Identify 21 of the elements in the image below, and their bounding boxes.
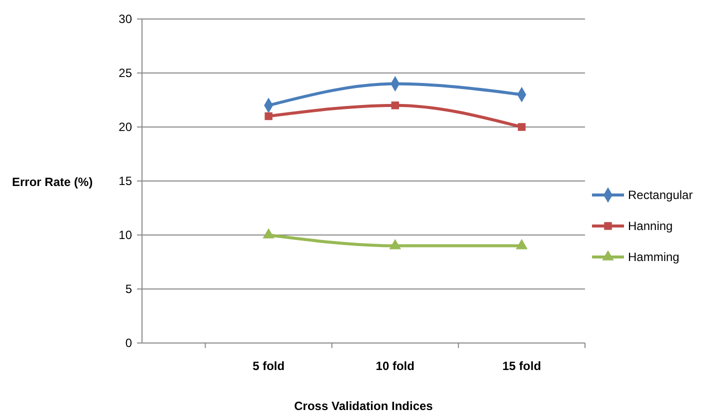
x-tick-label: 5 fold (252, 359, 285, 373)
legend-label: Hanning (628, 219, 673, 234)
y-axis-title: Error Rate (%) (12, 175, 93, 189)
y-tick-label: 15 (118, 174, 132, 188)
y-tick-label: 30 (118, 12, 132, 26)
y-tick-label: 0 (125, 336, 132, 350)
point (389, 239, 402, 250)
x-tick-label: 10 fold (376, 359, 414, 373)
point (516, 239, 528, 250)
y-tick-label: 5 (125, 282, 132, 296)
x-axis-title: Cross Validation Indices (294, 399, 434, 413)
point (264, 112, 272, 120)
y-tick-label: 20 (118, 120, 132, 134)
legend-label: Rectangular (628, 188, 693, 202)
legend-label: Hamming (628, 250, 680, 264)
y-tick-label: 10 (118, 228, 132, 242)
point (262, 228, 274, 238)
y-tick-label: 25 (118, 66, 132, 80)
point (518, 123, 526, 131)
x-tick-label: 15 fold (502, 359, 542, 373)
point (391, 102, 400, 110)
